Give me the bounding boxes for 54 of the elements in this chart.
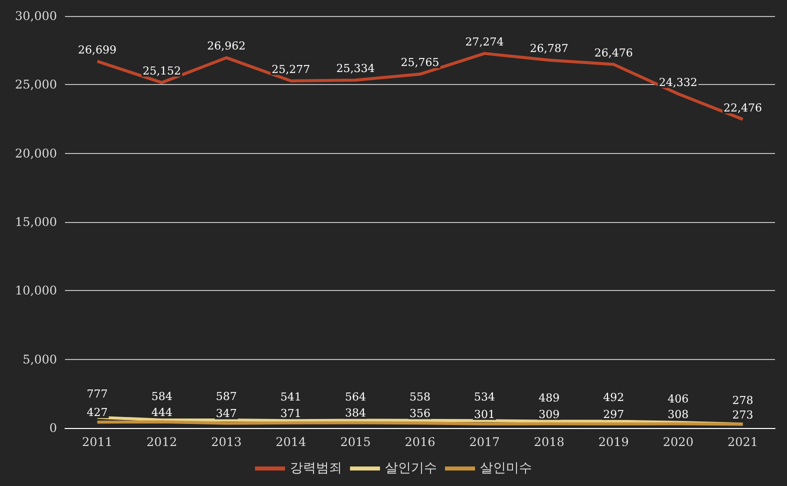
- data-label: 301: [474, 408, 496, 421]
- data-label: 25,152: [142, 64, 182, 78]
- data-label: 384: [344, 406, 366, 420]
- x-tick-label: 2012: [146, 435, 178, 449]
- y-tick-label: 15,000: [15, 215, 57, 229]
- x-tick-label: 2019: [598, 435, 629, 449]
- data-label: 777: [86, 387, 108, 400]
- data-label: 278: [732, 394, 754, 408]
- data-label: 297: [603, 408, 624, 421]
- y-tick-label: 30,000: [15, 9, 57, 23]
- data-label: 22,476: [723, 101, 762, 114]
- data-label: 26,699: [78, 43, 117, 56]
- data-label: 489: [538, 391, 560, 404]
- x-tick-label: 2021: [727, 435, 758, 449]
- data-label: 25,277: [272, 62, 310, 76]
- data-label: 444: [151, 406, 172, 419]
- legend-label: 살인미수: [480, 461, 532, 476]
- x-tick-label: 2016: [404, 435, 436, 449]
- x-tick-label: 2011: [82, 435, 113, 449]
- data-label: 26,476: [594, 46, 633, 60]
- y-tick-label: 5,000: [22, 352, 57, 366]
- y-tick-label: 0: [49, 421, 57, 435]
- data-label: 587: [216, 390, 237, 403]
- data-label: 26,962: [207, 40, 246, 53]
- data-label: 406: [668, 392, 689, 406]
- data-label: 356: [410, 407, 430, 420]
- data-label: 24,332: [658, 76, 698, 89]
- data-label: 26,787: [530, 42, 568, 56]
- x-tick-label: 2017: [469, 435, 500, 449]
- data-label: 427: [86, 406, 108, 420]
- x-tick-label: 2020: [662, 435, 694, 449]
- data-label: 347: [216, 407, 237, 420]
- x-tick-label: 2018: [534, 435, 564, 449]
- x-tick-label: 2013: [211, 435, 242, 449]
- data-label: 541: [280, 390, 302, 404]
- data-label: 371: [280, 406, 302, 420]
- data-label: 309: [538, 408, 560, 421]
- data-label: 564: [344, 390, 366, 404]
- data-label: 273: [732, 408, 754, 422]
- x-tick-label: 2014: [276, 435, 307, 449]
- y-tick-label: 25,000: [15, 78, 57, 92]
- legend-label: 강력범죄: [290, 461, 342, 476]
- y-tick-label: 20,000: [15, 146, 57, 160]
- x-tick-label: 2015: [340, 435, 371, 449]
- data-label: 27,274: [465, 35, 504, 48]
- y-tick-label: 10,000: [15, 284, 57, 298]
- legend-label: 살인기수: [385, 461, 437, 476]
- data-label: 584: [151, 390, 172, 403]
- data-label: 25,765: [400, 56, 440, 70]
- data-label: 25,334: [336, 62, 375, 76]
- data-label: 558: [410, 390, 430, 404]
- data-label: 492: [603, 391, 624, 404]
- data-label: 534: [474, 390, 496, 404]
- data-label: 308: [668, 408, 689, 421]
